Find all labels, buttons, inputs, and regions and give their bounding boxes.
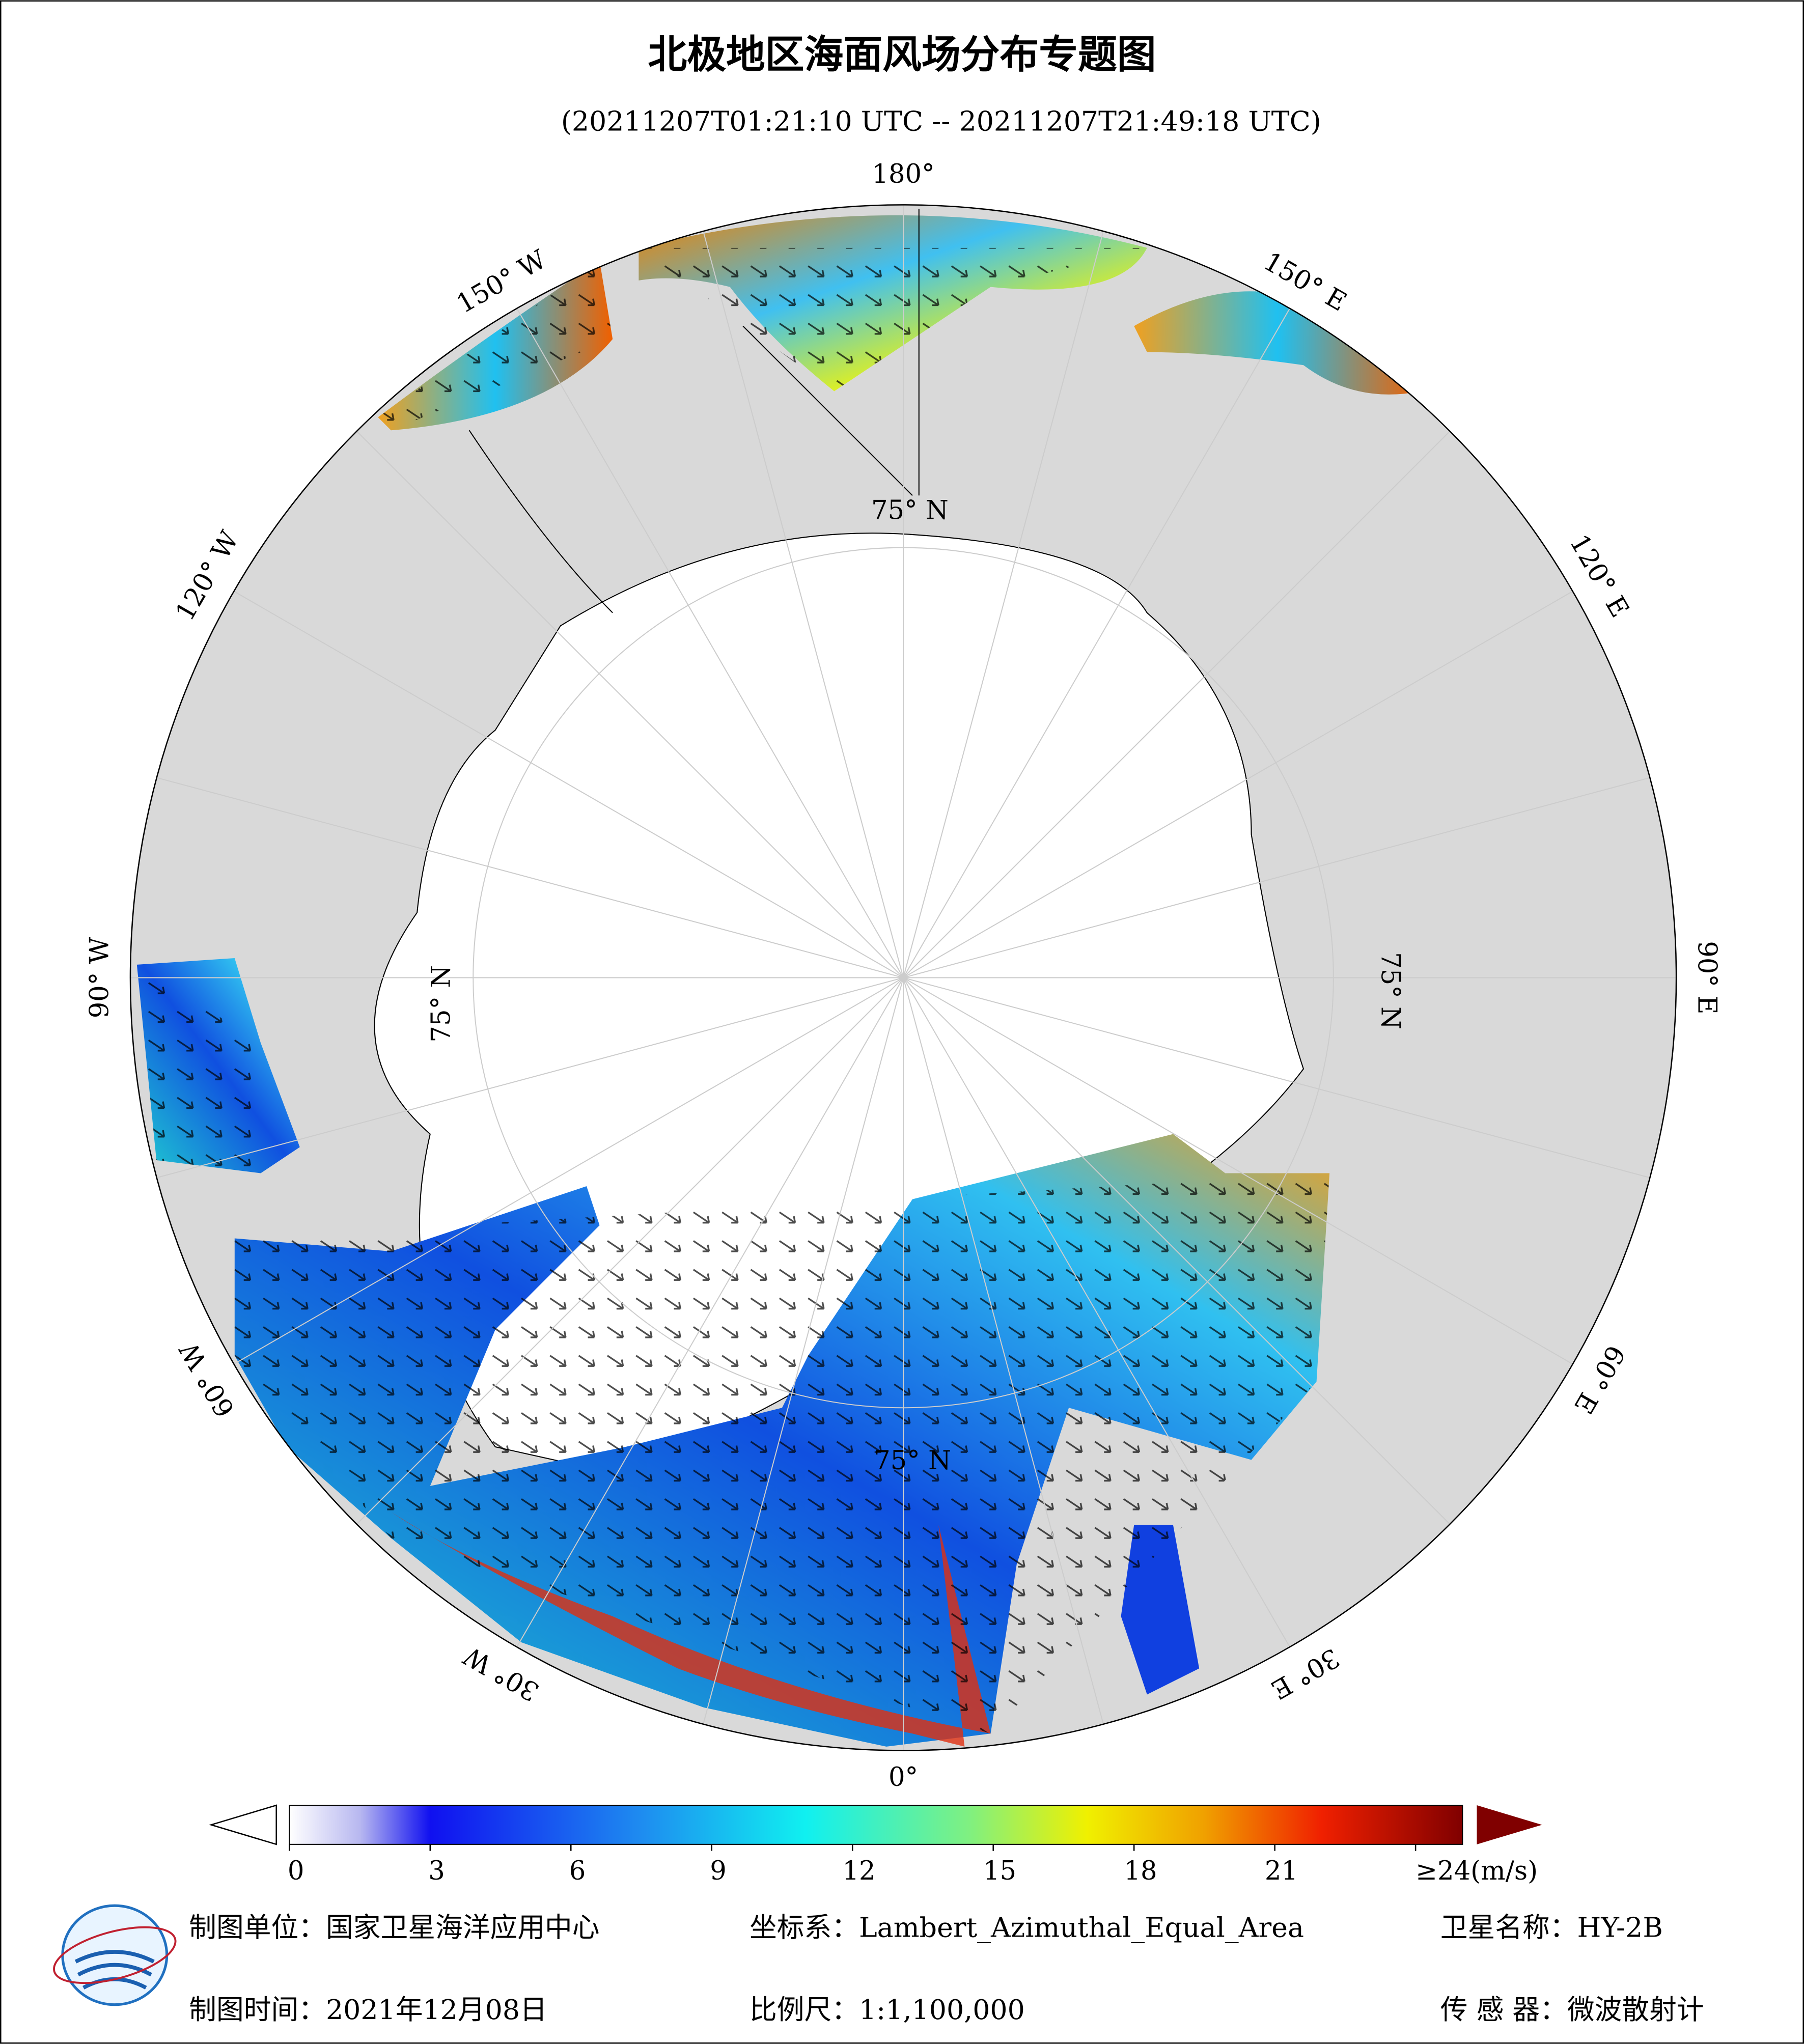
meridian bbox=[903, 977, 1290, 1647]
longitude-label: 180° bbox=[872, 159, 934, 189]
latitude-label: 75° N bbox=[426, 965, 456, 1043]
latitude-label: 75° N bbox=[874, 1445, 951, 1476]
meridian bbox=[903, 431, 1451, 978]
meridian bbox=[903, 777, 1650, 978]
meridian bbox=[903, 977, 1104, 1725]
meridian bbox=[703, 231, 904, 978]
colorbar-tick-label: ≥24(m/s) bbox=[1416, 1856, 1538, 1886]
longitude-label: 0° bbox=[889, 1762, 918, 1793]
meridian bbox=[516, 308, 904, 978]
colorbar-tick-label: 12 bbox=[842, 1856, 875, 1886]
meridian bbox=[356, 431, 904, 978]
graticule bbox=[130, 205, 1677, 1751]
longitude-label: 90° W bbox=[85, 937, 115, 1018]
colorbar-tick-label: 6 bbox=[569, 1856, 586, 1886]
meridian bbox=[233, 591, 904, 978]
meridian bbox=[356, 977, 904, 1525]
map-border bbox=[129, 204, 1677, 1751]
colorbar-bar bbox=[289, 1805, 1463, 1845]
colorbar-tick-label: 0 bbox=[288, 1856, 304, 1886]
meridian bbox=[903, 977, 1451, 1525]
logo bbox=[53, 1904, 177, 2006]
longitude-label: 90° E bbox=[1691, 941, 1722, 1014]
meridian bbox=[233, 977, 904, 1365]
footer-sensor: 传 感 器：微波散射计 bbox=[1440, 1994, 1704, 2026]
meridian bbox=[156, 977, 904, 1179]
title: 北极地区海面风场分布专题图 bbox=[648, 33, 1156, 78]
meridian bbox=[703, 977, 904, 1725]
colorbar-max-arrow bbox=[1477, 1805, 1542, 1844]
meridian bbox=[903, 977, 1650, 1179]
footer-date: 制图时间：2021年12月08日 bbox=[189, 1994, 547, 2026]
latitude-label: 75° N bbox=[871, 495, 949, 526]
meridian bbox=[903, 591, 1573, 978]
meridian bbox=[156, 777, 904, 978]
colorbar-tick-label: 15 bbox=[983, 1856, 1016, 1886]
colorbar-tick-label: 18 bbox=[1124, 1856, 1157, 1886]
footer-projection: 坐标系：Lambert_Azimuthal_Equal_Area bbox=[750, 1912, 1304, 1944]
meridian bbox=[903, 231, 1104, 978]
footer-unit: 制图单位：国家卫星海洋应用中心 bbox=[189, 1912, 599, 1944]
latitude-label: 75° N bbox=[1375, 952, 1405, 1029]
subtitle: (20211207T01:21:10 UTC -- 20211207T21:49… bbox=[561, 105, 1321, 137]
colorbar-min-arrow bbox=[209, 1804, 277, 1845]
meridian bbox=[516, 977, 904, 1647]
colorbar-tick-label: 21 bbox=[1265, 1856, 1298, 1886]
footer-scale: 比例尺：1:1,100,000 bbox=[750, 1994, 1025, 2026]
meridian bbox=[903, 977, 1573, 1365]
colorbar: 0 3 6 9 12 15 18 21 ≥24(m/s) bbox=[209, 1804, 1542, 1886]
colorbar-tick-label: 9 bbox=[710, 1856, 727, 1886]
meridian bbox=[903, 308, 1290, 978]
footer-satellite: 卫星名称：HY-2B bbox=[1440, 1912, 1663, 1944]
colorbar-tick-label: 3 bbox=[428, 1856, 445, 1886]
